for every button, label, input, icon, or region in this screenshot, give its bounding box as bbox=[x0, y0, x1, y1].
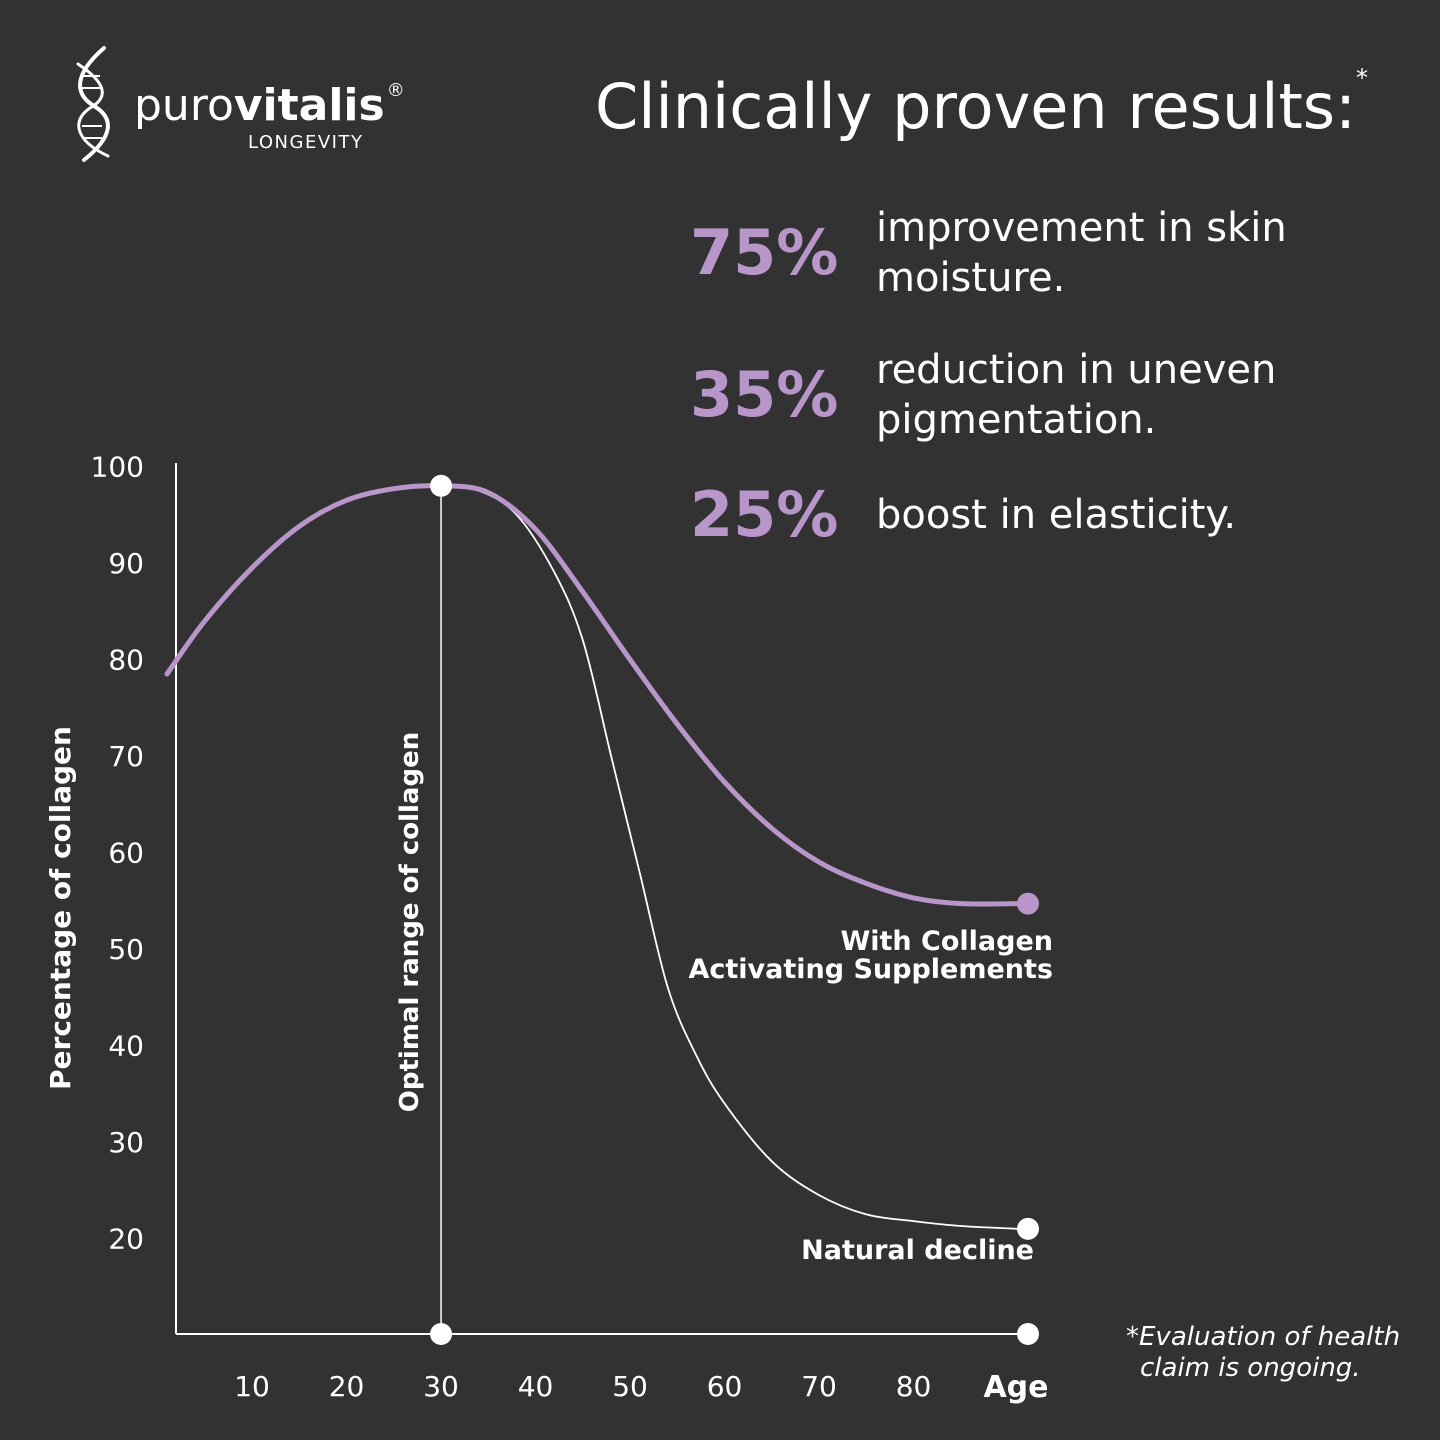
page-title-text: Clinically proven results: bbox=[594, 70, 1356, 143]
x-axis-end-point bbox=[1017, 1323, 1039, 1345]
x-tick-label: 40 bbox=[518, 1370, 554, 1403]
registered-mark: ® bbox=[386, 80, 405, 101]
footnote: *Evaluation of health claim is ongoing. bbox=[1126, 1322, 1426, 1384]
brand-logo: purovitalis ® LONGEVITY bbox=[64, 44, 405, 164]
natural-decline-label: Natural decline bbox=[801, 1235, 1034, 1266]
y-tick-label: 30 bbox=[108, 1126, 144, 1159]
y-tick-label: 90 bbox=[108, 547, 144, 580]
page-title: Clinically proven results:* bbox=[594, 64, 1368, 143]
x-tick-label: 20 bbox=[329, 1370, 365, 1403]
y-tick-label: 60 bbox=[108, 837, 144, 870]
x-tick-label: 60 bbox=[707, 1370, 743, 1403]
x-tick-label: 80 bbox=[896, 1370, 932, 1403]
x-tick-label: 10 bbox=[234, 1370, 270, 1403]
stat-percent: 25% bbox=[690, 478, 839, 551]
series-line-with-supplements bbox=[164, 483, 1020, 907]
series-line-natural-decline bbox=[440, 484, 1018, 1230]
footnote-mark: * bbox=[1356, 64, 1368, 92]
stat-percent: 35% bbox=[690, 358, 839, 431]
brand-name-light: puro bbox=[134, 80, 234, 131]
optimal-range-label: Optimal range of collagen bbox=[395, 732, 425, 1112]
supplements-label-line-2: Activating Supplements bbox=[688, 954, 1053, 985]
y-tick-label: 40 bbox=[108, 1030, 144, 1063]
y-tick-label: 100 bbox=[91, 451, 144, 484]
x-axis-label: Age bbox=[983, 1370, 1048, 1405]
stat-description: boost in elasticity. bbox=[876, 492, 1237, 538]
dna-helix-icon bbox=[76, 46, 110, 162]
stat-description: improvement in skin moisture. bbox=[876, 205, 1287, 301]
x-tick-label: 30 bbox=[423, 1370, 459, 1403]
supplements-label-line-1: With Collagen bbox=[840, 926, 1053, 957]
stat-item-pigmentation: 35% reduction in uneven pigmentation. bbox=[690, 340, 1390, 450]
brand-name-bold: vitalis bbox=[233, 80, 385, 131]
x-axis-point-30 bbox=[430, 1323, 453, 1345]
brand-name: purovitalis ® bbox=[134, 82, 405, 128]
stat-description: reduction in uneven pigmentation. bbox=[876, 347, 1277, 443]
y-tick-label: 80 bbox=[108, 644, 144, 677]
peak-point bbox=[430, 474, 453, 497]
y-tick-label: 50 bbox=[108, 933, 144, 966]
stat-item-elasticity: 25% boost in elasticity. bbox=[690, 460, 1390, 570]
natural-decline-end-point bbox=[1017, 1217, 1039, 1240]
footnote-line-2: claim is ongoing. bbox=[1140, 1353, 1361, 1384]
x-tick-label: 70 bbox=[801, 1370, 837, 1403]
supplements-end-point bbox=[1017, 892, 1039, 915]
stat-percent: 75% bbox=[690, 216, 839, 289]
brand-tagline: LONGEVITY bbox=[248, 132, 364, 153]
y-tick-label: 70 bbox=[108, 740, 144, 773]
y-tick-label: 20 bbox=[108, 1223, 144, 1256]
y-axis-label: Percentage of collagen bbox=[44, 726, 77, 1090]
footnote-line-1: *Evaluation of health bbox=[1126, 1322, 1401, 1352]
x-tick-label: 50 bbox=[612, 1370, 648, 1403]
stat-item-moisture: 75% improvement in skin moisture. bbox=[690, 198, 1390, 308]
